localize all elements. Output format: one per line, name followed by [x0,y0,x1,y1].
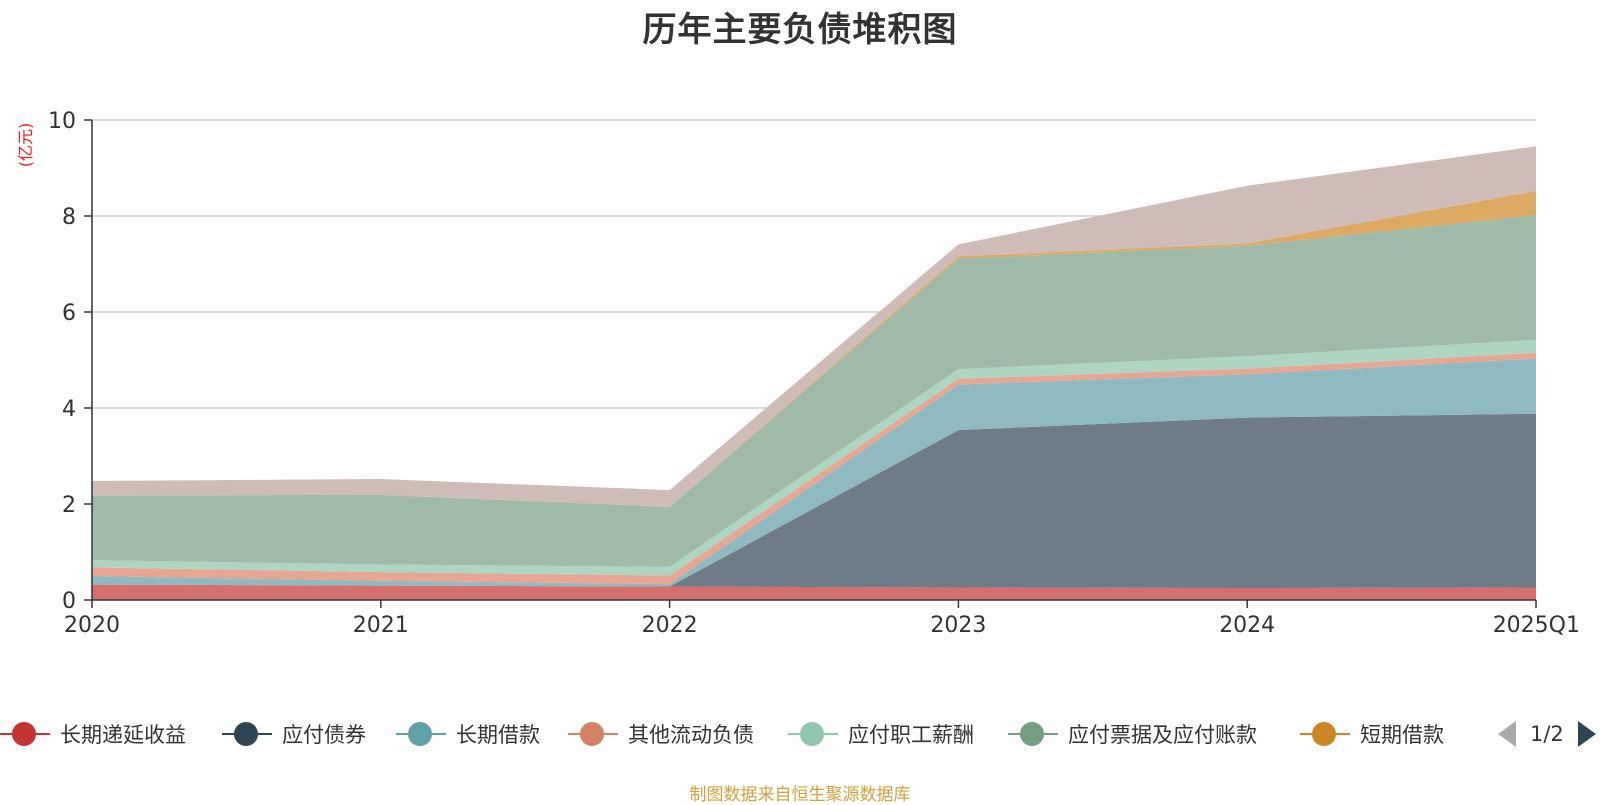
x-tick-label: 2021 [353,613,409,638]
y-tick-label: 2 [62,493,76,518]
legend-label: 短期借款 [1360,723,1444,747]
legend-marker-dot [580,722,604,746]
legend-item-bonds-payable[interactable]: 应付债券 [222,714,366,754]
area-短期借款 [92,191,1536,507]
legend-item-other-current-liabilities[interactable]: 其他流动负债 [568,714,754,754]
legend-marker-dot [1020,722,1044,746]
area-应付债券 [92,413,1536,588]
legend-marker-dot [12,722,36,746]
y-tick-label: 6 [62,301,76,326]
legend-marker-dot [1312,722,1336,746]
area-其他 [92,146,1536,507]
legend-marker-icon [1008,721,1058,747]
x-tick-label: 2025Q1 [1493,613,1580,638]
y-tick-label: 4 [62,397,76,422]
legend-prev-page-icon[interactable] [1498,721,1516,747]
legend-next-page-icon[interactable] [1577,721,1596,747]
area-应付票据及应付账款 [92,215,1536,567]
chart-title: 历年主要负债堆积图 [642,10,958,50]
y-tick-label: 8 [62,205,76,230]
legend-marker-icon [568,721,618,747]
x-tick-label: 2020 [64,613,120,638]
legend-item-notes-and-accounts-payable[interactable]: 应付票据及应付账款 [1008,714,1257,754]
data-source-note: 制图数据来自恒生聚源数据库 [689,785,911,805]
y-tick-label: 0 [62,589,76,614]
x-tick-label: 2024 [1219,613,1275,638]
legend-label: 长期借款 [456,723,540,747]
x-tick-label: 2023 [930,613,986,638]
legend-pager: 1/2 [1498,714,1596,754]
legend-marker-icon [222,721,272,747]
legend-item-long-term-deferred-income[interactable]: 长期递延收益 [0,714,186,754]
legend-label: 应付职工薪酬 [848,723,974,747]
area-长期借款 [92,358,1536,587]
legend: 长期递延收益 应付债券 长期借款 其他流动负债 应付职工薪酬 应付票据及应付账款 [0,714,1600,754]
legend-marker-dot [800,722,824,746]
legend-marker-icon [396,721,446,747]
legend-item-employee-payables[interactable]: 应付职工薪酬 [788,714,974,754]
legend-marker-dot [234,722,258,746]
legend-label: 应付票据及应付账款 [1068,723,1257,747]
legend-item-short-term-loans[interactable]: 短期借款 [1300,714,1444,754]
legend-label: 长期递延收益 [60,723,186,747]
legend-page-indicator: 1/2 [1530,722,1564,746]
legend-label: 应付债券 [282,723,366,747]
legend-label: 其他流动负债 [628,723,754,747]
area-长期递延收益 [92,584,1536,600]
legend-marker-icon [1300,721,1350,747]
legend-marker-icon [788,721,838,747]
y-tick-label: 10 [48,109,76,134]
legend-item-long-term-loans[interactable]: 长期借款 [396,714,540,754]
legend-marker-dot [408,722,432,746]
legend-marker-icon [0,721,50,747]
x-tick-label: 2022 [642,613,698,638]
